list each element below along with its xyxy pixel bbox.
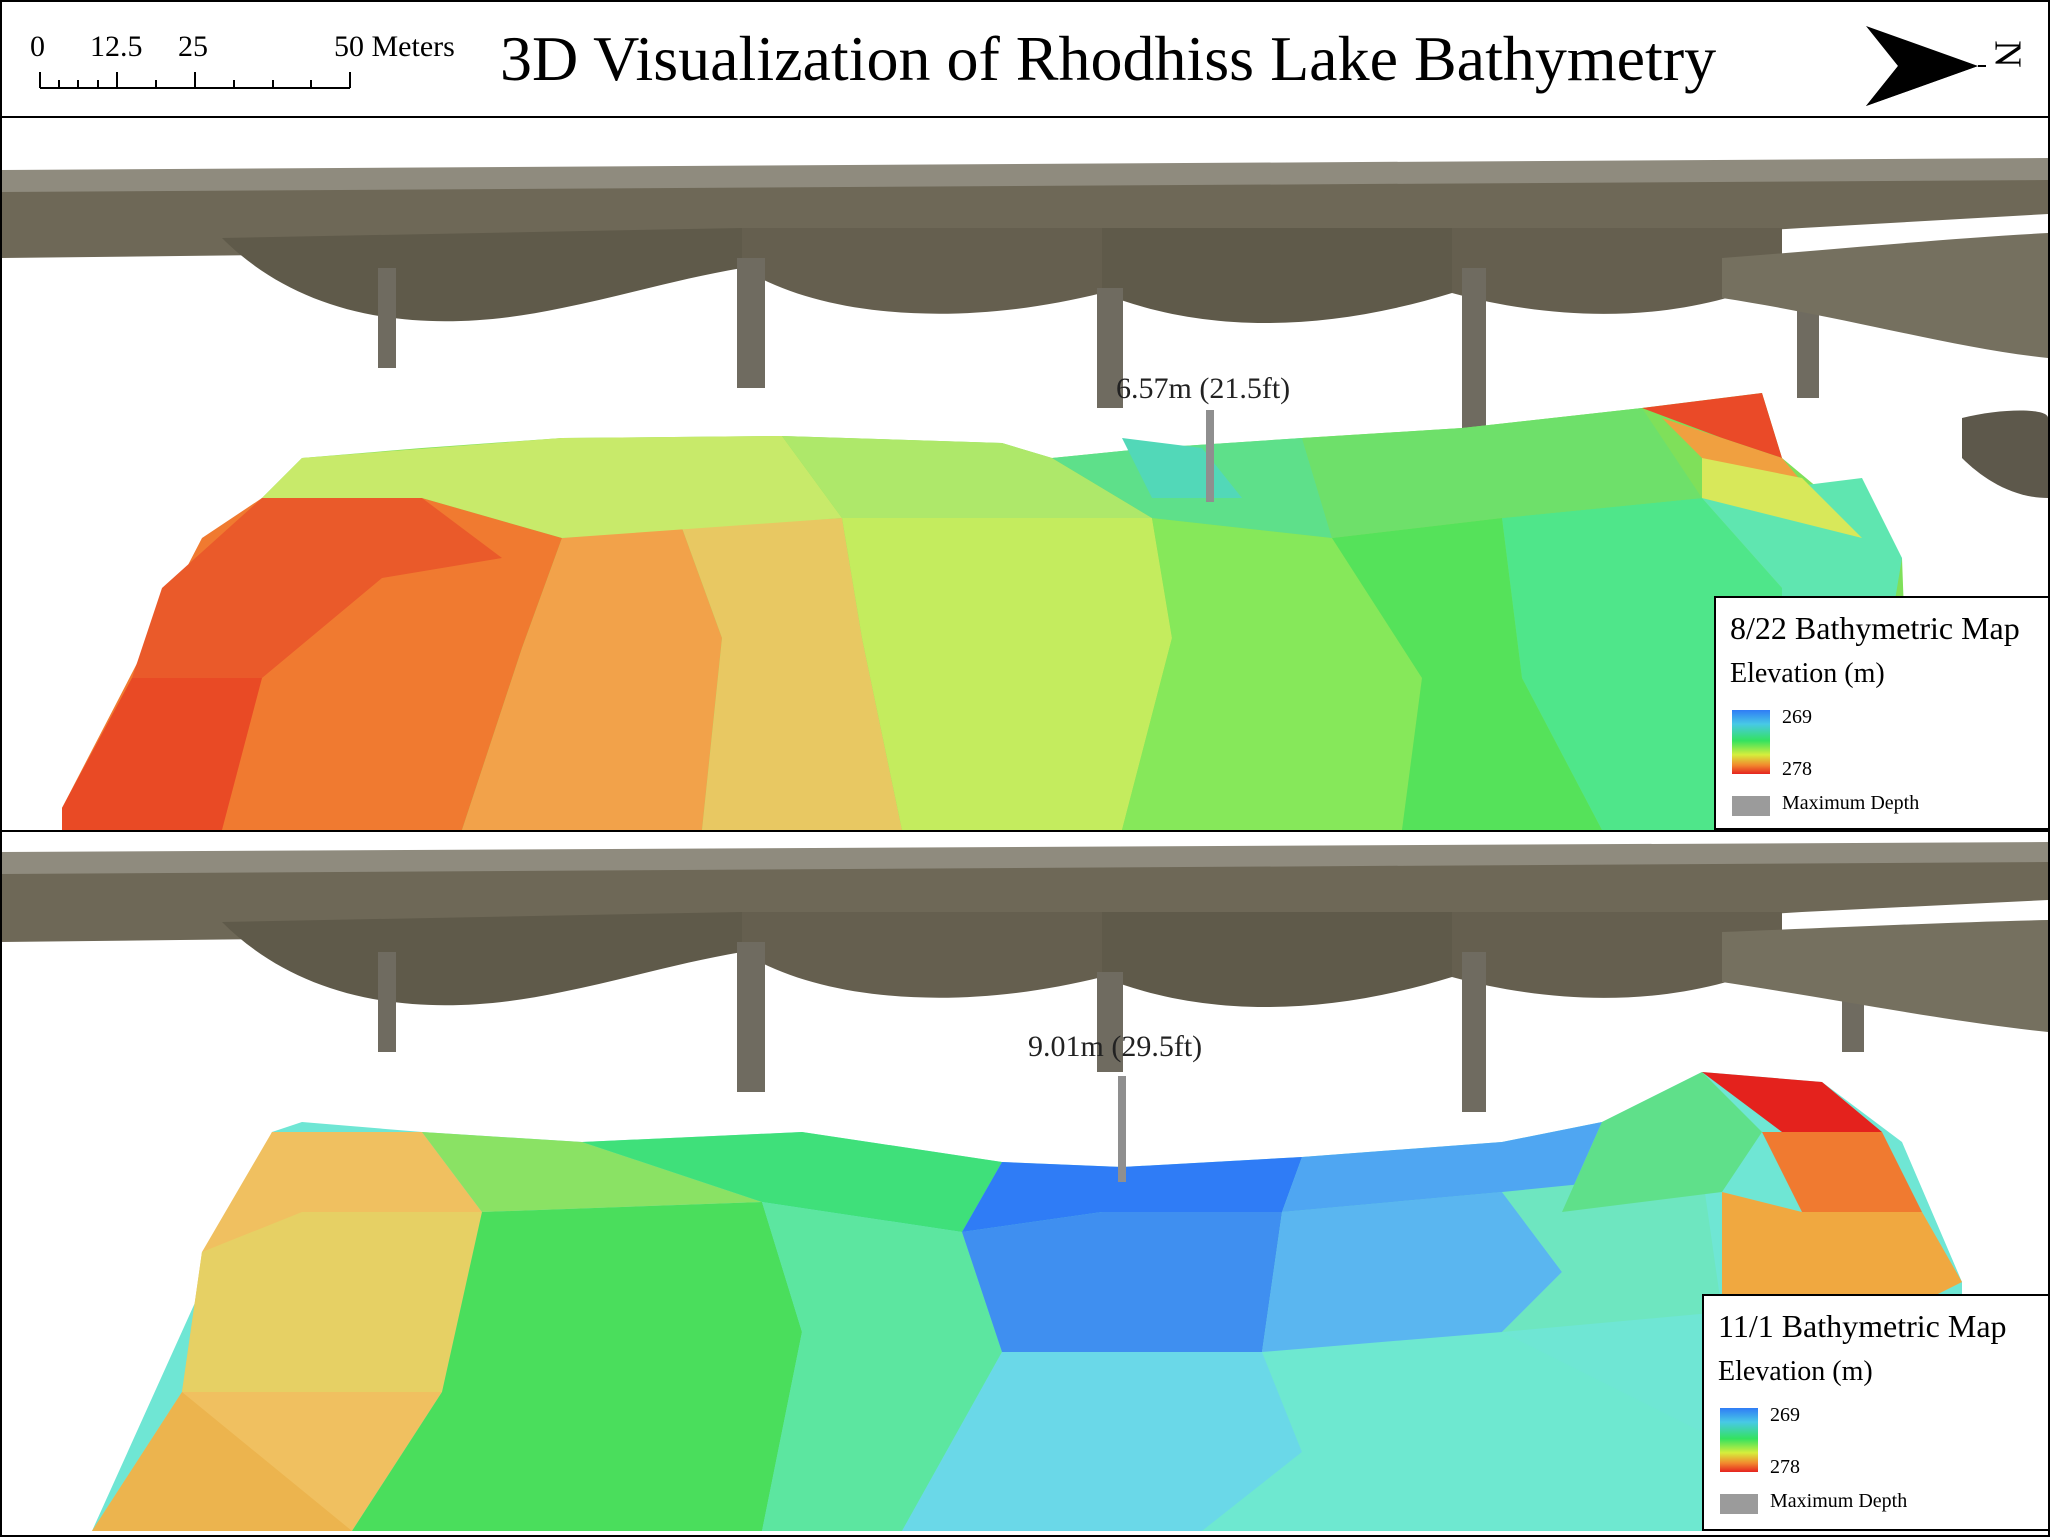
legend-title: 11/1 Bathymetric Map — [1718, 1308, 2007, 1344]
depth-annotation: 9.01m (29.5ft) — [1028, 1030, 1203, 1063]
legend-nov: 11/1 Bathymetric Map Elevation (m) 269 2… — [1702, 1294, 2048, 1531]
elevation-color-ramp — [1720, 1408, 1758, 1472]
scale-label-25: 25 — [178, 30, 208, 63]
bridge-deck — [2, 842, 2048, 1112]
scale-bar-ruler — [39, 72, 351, 89]
map-panel-aug: 6.57m (21.5ft) 8/22 Bathymetric Map Elev… — [2, 118, 2048, 830]
ramp-top-value: 269 — [1770, 1404, 1800, 1426]
ramp-bottom-value: 278 — [1782, 758, 1812, 780]
scale-label-12-5: 12.5 — [90, 30, 143, 63]
ramp-bottom-value: 278 — [1770, 1456, 1800, 1478]
scale-label-0: 0 — [30, 30, 45, 63]
map-title: 3D Visualization of Rhodhiss Lake Bathym… — [500, 23, 1717, 94]
max-depth-pole — [1118, 1076, 1126, 1182]
legend-aug: 8/22 Bathymetric Map Elevation (m) 269 2… — [1714, 596, 2048, 830]
scale-bar: 0 12.5 25 50 Meters — [30, 30, 490, 100]
legend-subtitle: Elevation (m) — [1730, 658, 1885, 689]
header: 0 12.5 25 50 Meters 3D Visualization of … — [0, 0, 2050, 118]
max-depth-pole — [1206, 410, 1214, 502]
bathymetry-surface-aug — [2, 158, 2048, 830]
bathymetry-mesh-nov — [92, 1072, 1962, 1531]
bathymetry-mesh-aug — [62, 393, 1912, 830]
north-label: N — [1986, 40, 2029, 68]
map-panel-nov: 9.01m (29.5ft) 11/1 Bathymetric Map Elev… — [2, 832, 2048, 1531]
depth-annotation: 6.57m (21.5ft) — [1116, 372, 1291, 405]
north-arrow-icon: N — [1858, 18, 2048, 113]
legend-subtitle: Elevation (m) — [1718, 1356, 1873, 1387]
bridge-deck — [2, 158, 2048, 498]
bathymetry-surface-nov — [2, 842, 2048, 1531]
max-depth-swatch — [1720, 1494, 1758, 1514]
scale-label-50: 50 Meters — [334, 30, 455, 63]
max-depth-key: Maximum Depth — [1770, 1490, 1908, 1512]
elevation-color-ramp — [1732, 710, 1770, 774]
max-depth-key: Maximum Depth — [1782, 792, 1920, 814]
ramp-top-value: 269 — [1782, 706, 1812, 728]
panel-divider — [0, 830, 2050, 832]
legend-title: 8/22 Bathymetric Map — [1730, 610, 2020, 646]
max-depth-swatch — [1732, 796, 1770, 816]
